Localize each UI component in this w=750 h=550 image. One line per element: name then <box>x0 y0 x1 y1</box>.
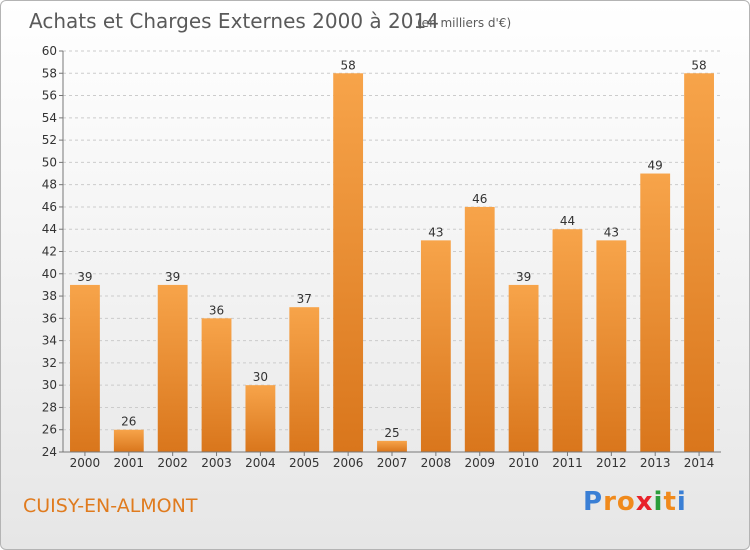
data-label-2006: 58 <box>340 58 355 72</box>
logo-letter: o <box>616 487 636 517</box>
data-label-2010: 39 <box>516 270 531 284</box>
bar-2007 <box>377 440 407 452</box>
bars <box>70 73 714 453</box>
bar-2010 <box>508 284 539 452</box>
data-label-2000: 39 <box>77 270 92 284</box>
logo-letter: i <box>676 487 687 517</box>
x-tick-label-2006: 2006 <box>333 456 364 470</box>
logo-letter: r <box>603 487 617 517</box>
bar-2009 <box>464 206 495 452</box>
bar-2014 <box>684 73 714 453</box>
y-tick-label: 58 <box>42 66 57 80</box>
data-labels: 39 26 39 36 30 37 58 25 43 46 39 44 43 49 58 <box>77 58 706 440</box>
bar-2006 <box>333 73 364 453</box>
bar-2011 <box>552 229 583 452</box>
chart-unit-note: (en milliers d'€) <box>417 16 511 30</box>
y-tick-label: 34 <box>42 334 57 348</box>
bar-2000 <box>70 284 100 452</box>
y-tick-label: 56 <box>42 89 57 103</box>
x-tick-label-2013: 2013 <box>640 456 671 470</box>
proxiti-logo: Proxiti <box>583 487 687 517</box>
x-tick-label-2012: 2012 <box>596 456 627 470</box>
y-tick-label: 52 <box>42 133 57 147</box>
x-tick-label-2009: 2009 <box>464 456 495 470</box>
data-label-2008: 43 <box>428 225 443 239</box>
y-tick-label: 30 <box>42 378 57 392</box>
y-tick-label: 42 <box>42 245 57 259</box>
axes <box>62 51 721 453</box>
bar-2001 <box>113 429 144 452</box>
logo-letter: x <box>635 487 654 517</box>
data-label-2011: 44 <box>560 214 575 228</box>
y-tick-label: 40 <box>42 267 57 281</box>
data-label-2003: 36 <box>209 303 224 317</box>
y-tick-label: 44 <box>42 222 57 236</box>
y-tick-label: 50 <box>42 155 57 169</box>
y-tick-label: 54 <box>42 111 57 125</box>
data-label-2001: 26 <box>121 415 136 429</box>
x-tick-label-2004: 2004 <box>245 456 276 470</box>
place-name: CUISY-EN-ALMONT <box>23 495 198 517</box>
x-tick-label-2008: 2008 <box>421 456 452 470</box>
data-label-2014: 58 <box>691 58 706 72</box>
bar-2012 <box>596 240 627 452</box>
x-tick-label-2002: 2002 <box>157 456 188 470</box>
y-tick-label: 60 <box>42 44 57 58</box>
x-tick-label-2010: 2010 <box>508 456 539 470</box>
y-tick-label: 26 <box>42 423 57 437</box>
x-tick-label-2014: 2014 <box>684 456 715 470</box>
data-label-2007: 25 <box>384 426 399 440</box>
y-tick-label: 38 <box>42 289 57 303</box>
y-tick-label: 36 <box>42 311 57 325</box>
y-tick-label: 32 <box>42 356 57 370</box>
x-tick-label-2003: 2003 <box>201 456 232 470</box>
data-label-2009: 46 <box>472 192 487 206</box>
x-tick-label-2011: 2011 <box>552 456 583 470</box>
y-tick-label: 46 <box>42 200 57 214</box>
logo-letter: P <box>583 487 604 517</box>
logo-letter: i <box>653 487 664 517</box>
chart-title: Achats et Charges Externes 2000 à 2014 <box>29 9 439 33</box>
y-tick-label: 48 <box>42 178 57 192</box>
data-label-2002: 39 <box>165 270 180 284</box>
bar-2013 <box>640 173 671 452</box>
x-tick-label-2005: 2005 <box>289 456 320 470</box>
y-axis-ticks: 24 26 28 30 32 34 36 38 40 42 44 46 48 50 52 54 56 58 60 <box>42 44 63 459</box>
data-label-2005: 37 <box>297 292 312 306</box>
x-tick-label-2000: 2000 <box>70 456 101 470</box>
logo-letter: t <box>663 487 677 517</box>
data-label-2012: 43 <box>604 225 619 239</box>
x-tick-label-2007: 2007 <box>377 456 408 470</box>
data-label-2013: 49 <box>648 159 663 173</box>
x-tick-label-2001: 2001 <box>114 456 145 470</box>
data-label-2004: 30 <box>253 370 268 384</box>
bar-2008 <box>420 240 451 452</box>
x-axis-ticks: 2000 2001 2002 2003 2004 2005 2006 2007 2008 2009… <box>70 452 715 470</box>
bar-2005 <box>289 307 320 452</box>
y-tick-label: 24 <box>42 445 57 459</box>
bar-2004 <box>245 385 276 452</box>
y-tick-label: 28 <box>42 400 57 414</box>
bar-2003 <box>201 318 232 452</box>
bar-2002 <box>157 284 188 452</box>
